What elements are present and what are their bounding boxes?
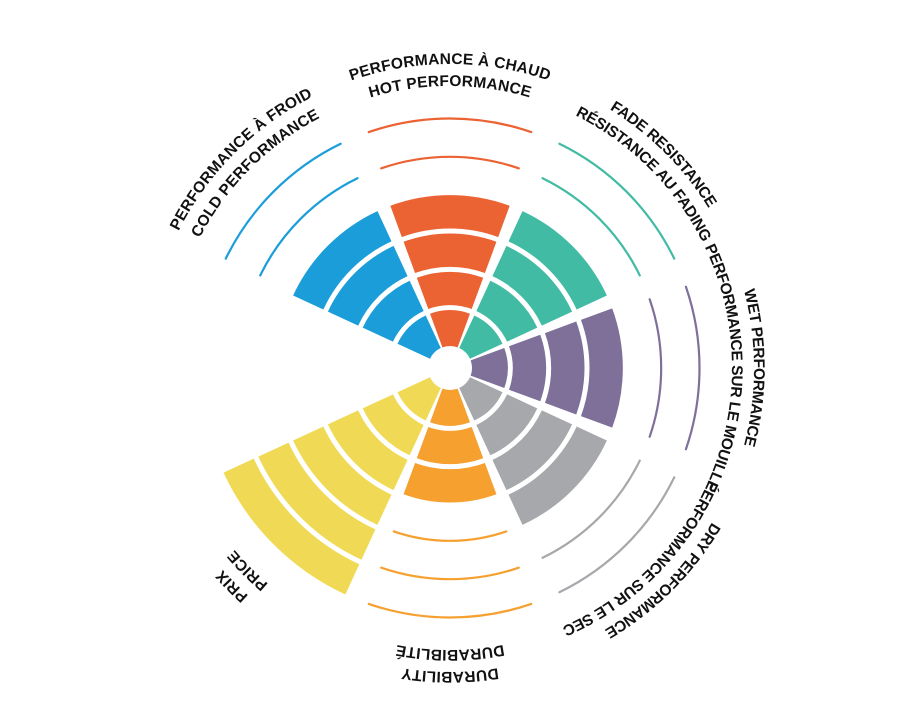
segment-ring-price[interactable] [362, 394, 424, 456]
segment-ring-hot-performance[interactable] [390, 195, 510, 238]
segment-ring-price[interactable] [223, 458, 360, 595]
segment-label-durability: DURABIBLITÉ [394, 641, 505, 663]
segment-ring-hot-performance[interactable] [416, 271, 484, 310]
segment-ring-durability[interactable] [403, 462, 497, 503]
segment-ring-cold-performance[interactable] [327, 245, 408, 326]
segment-ring-dry-performance[interactable] [492, 410, 573, 491]
segment-ring-fade-resistance[interactable] [508, 211, 607, 310]
segment-outline-arc-durability [392, 530, 508, 542]
segment-outline-arc-hot-performance [380, 155, 520, 170]
segment-ring-fade-resistance[interactable] [459, 315, 503, 359]
segment-ring-price[interactable] [293, 426, 392, 525]
segment-ring-fade-resistance[interactable] [492, 245, 573, 326]
segment-ring-hot-performance[interactable] [430, 310, 470, 348]
segment-ring-dry-performance[interactable] [508, 426, 607, 525]
segment-ring-price[interactable] [258, 442, 376, 560]
segment-label-durability: DURABILITY [400, 664, 500, 685]
segment-ring-dry-performance[interactable] [459, 377, 503, 421]
segment-ring-wet-performance[interactable] [580, 308, 623, 428]
segment-outline-arc-durability [367, 602, 533, 619]
segment-ring-fade-resistance[interactable] [476, 280, 538, 342]
segment-ring-durability[interactable] [430, 388, 470, 426]
segment-outline-arc-hot-performance [367, 117, 533, 134]
segment-ring-cold-performance[interactable] [397, 315, 441, 359]
segment-outline-arc-cold-performance [259, 177, 359, 277]
segment-outline-arc-fade-resistance [558, 142, 676, 260]
segment-outline-arc-cold-performance [224, 142, 342, 260]
segment-outline-arc-fade-resistance [541, 177, 641, 277]
segment-outline-arc-dry-performance [558, 476, 676, 594]
segment-ring-hot-performance[interactable] [403, 233, 497, 274]
segment-outline-arc-dry-performance [541, 459, 641, 559]
segment-ring-wet-performance[interactable] [470, 348, 508, 388]
segment-ring-durability[interactable] [416, 426, 484, 465]
segment-ring-wet-performance[interactable] [508, 334, 547, 402]
segment-outline-arc-durability [380, 566, 520, 581]
outline-arcs-layer [224, 117, 701, 619]
segment-ring-wet-performance[interactable] [544, 321, 585, 415]
wedges-layer [223, 195, 623, 595]
segment-outline-arc-wet-performance [684, 285, 701, 451]
segment-ring-cold-performance[interactable] [362, 280, 424, 342]
segment-ring-dry-performance[interactable] [476, 394, 538, 456]
segment-ring-cold-performance[interactable] [293, 211, 392, 310]
segment-ring-price[interactable] [327, 410, 408, 491]
segment-ring-price[interactable] [397, 377, 441, 421]
segment-outline-arc-wet-performance [648, 298, 663, 438]
